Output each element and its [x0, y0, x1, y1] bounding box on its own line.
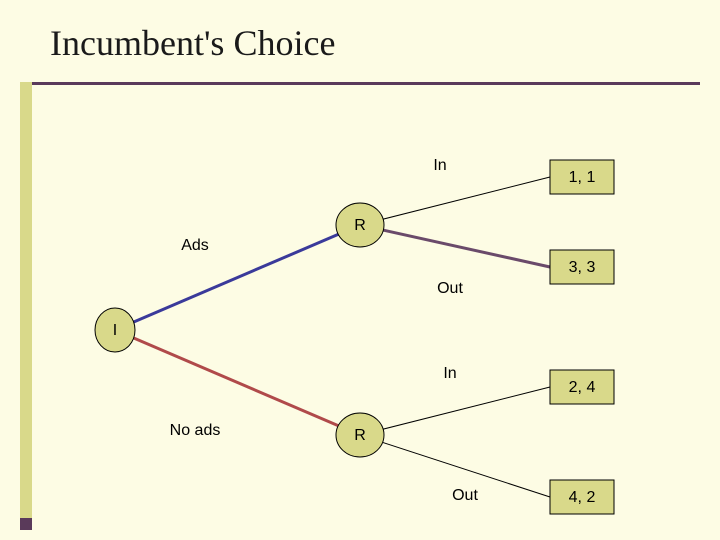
edge	[115, 225, 360, 330]
payoff-label: 1, 1	[569, 169, 596, 186]
edge-label: In	[433, 157, 446, 174]
node-label: R	[354, 217, 366, 234]
edge-label: Out	[452, 487, 478, 504]
edge	[115, 330, 360, 435]
node-label: R	[354, 427, 366, 444]
slide: Incumbent's Choice AdsNo adsInOutInOutIR…	[0, 0, 720, 540]
edge-label: Ads	[181, 237, 209, 254]
payoff-label: 2, 4	[569, 379, 596, 396]
node-label: I	[113, 322, 117, 339]
edge	[360, 387, 550, 435]
game-tree: Ads No ads In Out In Out I R R 1, 1 3, 3 2, 4 4, 2	[0, 0, 720, 540]
payoff-label: 3, 3	[569, 259, 596, 276]
edge	[360, 177, 550, 225]
edge-label: No ads	[170, 422, 221, 439]
edge-label: Out	[437, 280, 463, 297]
edge	[360, 225, 550, 267]
edge-label: In	[443, 365, 456, 382]
payoff-label: 4, 2	[569, 489, 596, 506]
